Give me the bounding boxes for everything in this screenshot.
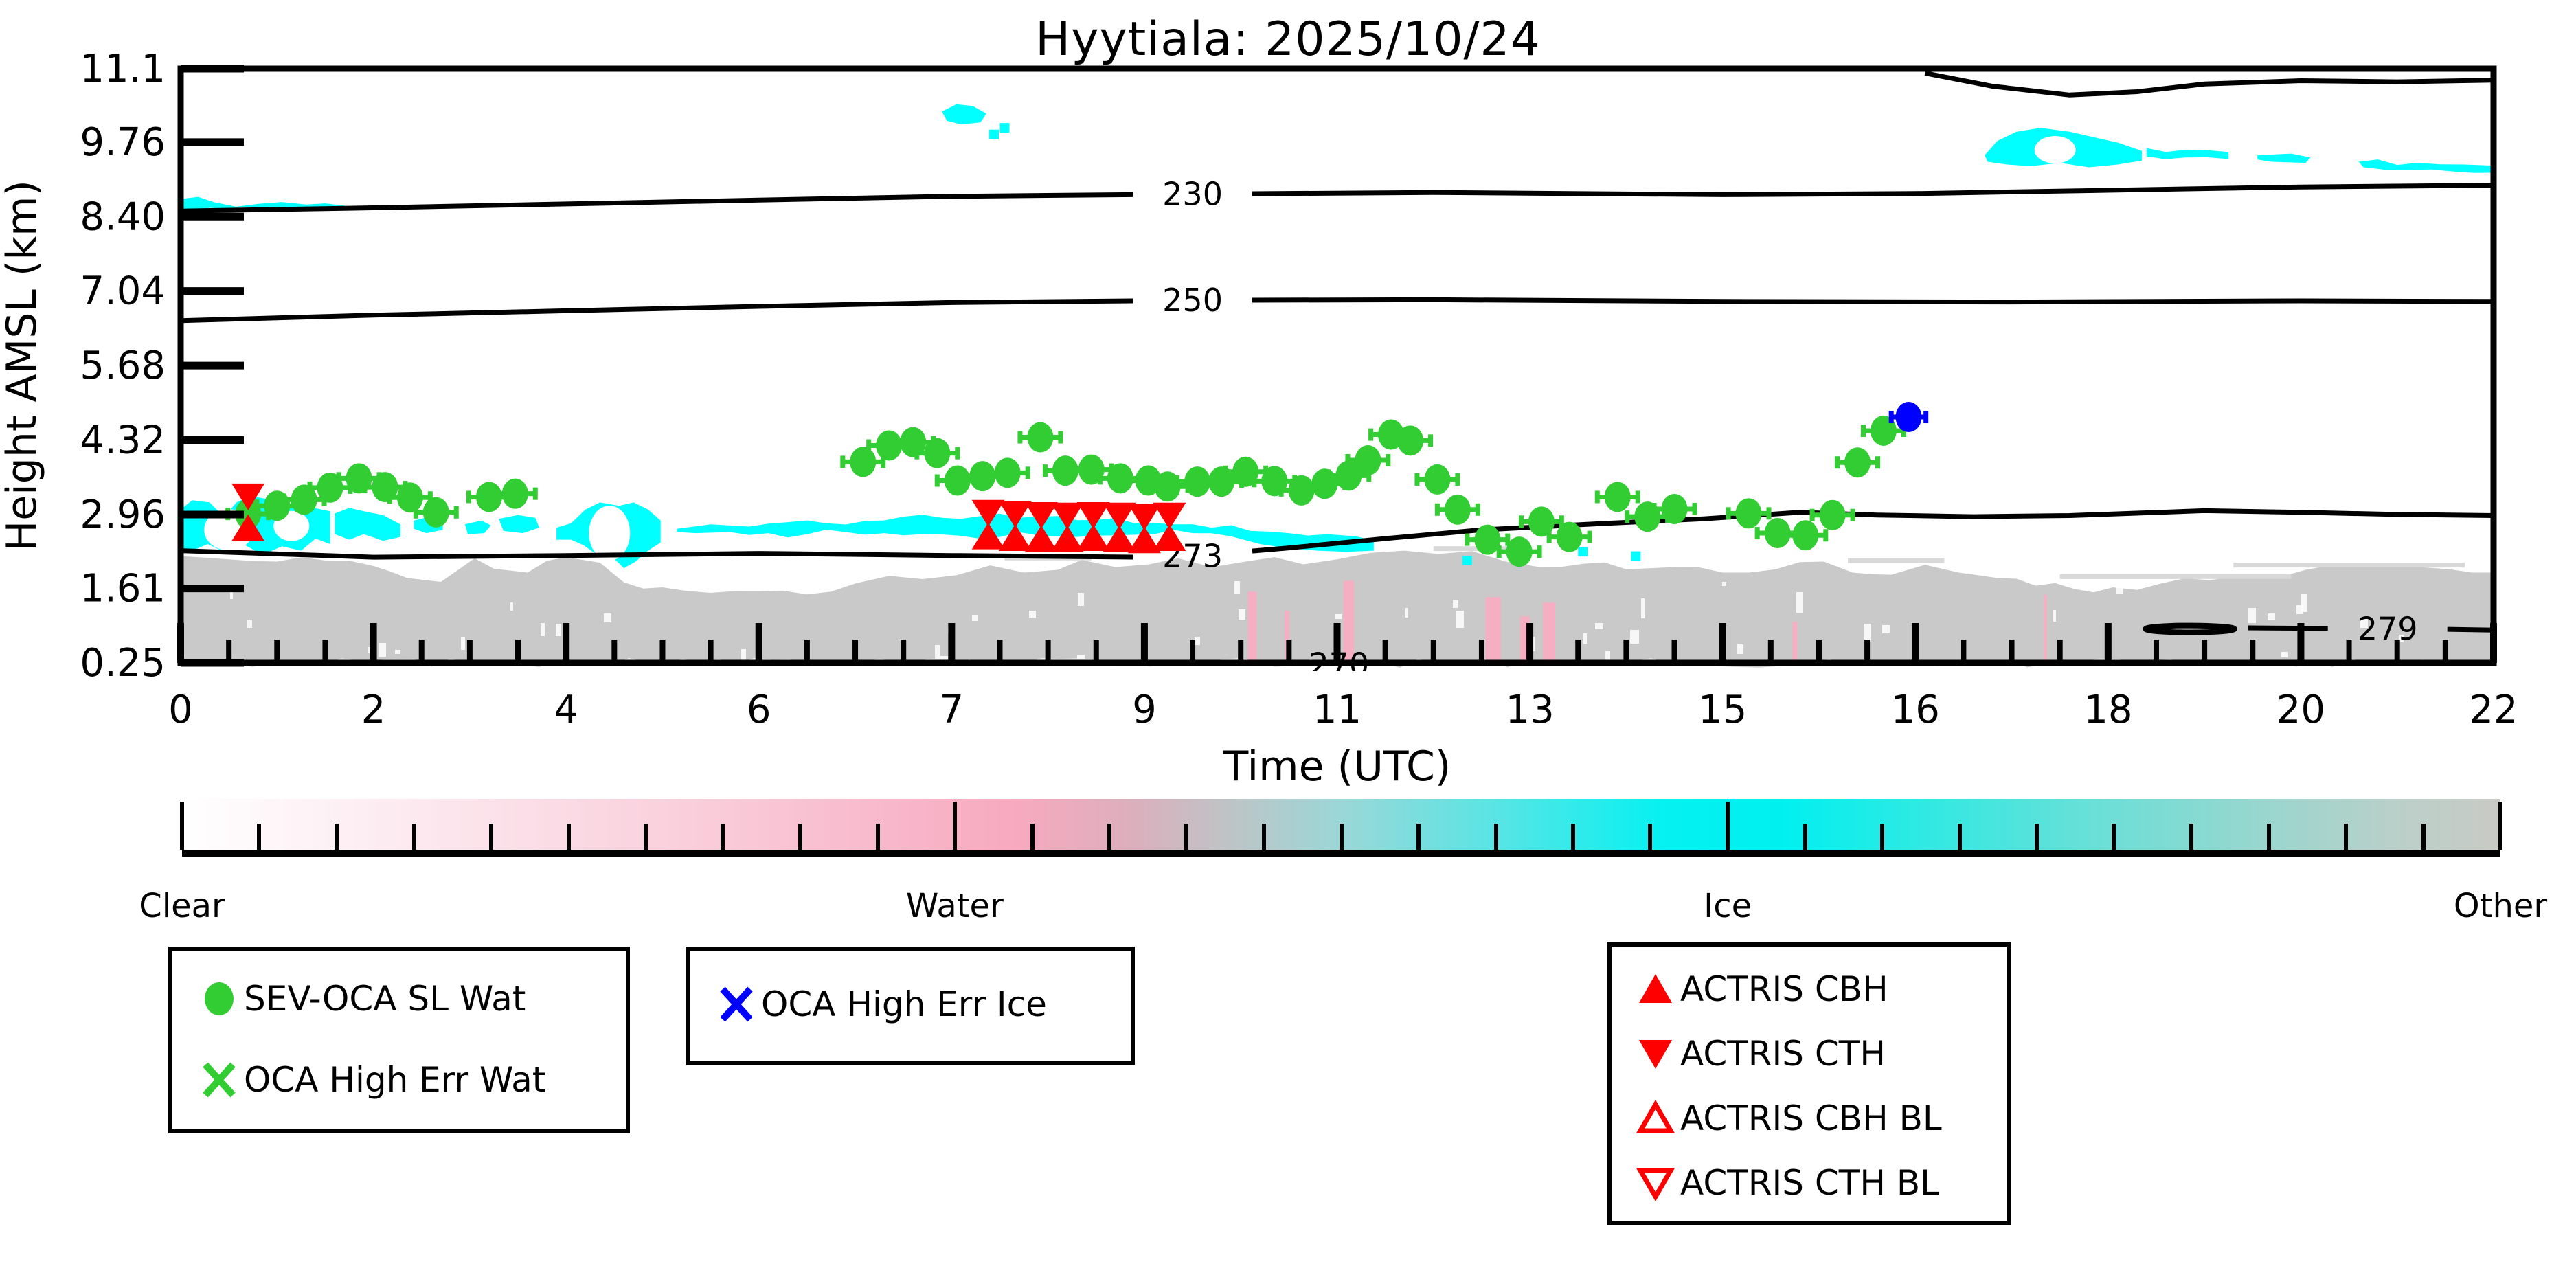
classification-colorbar: Clear Water Ice Other (139, 799, 2547, 925)
svg-text:9: 9 (1132, 688, 1157, 732)
legend-item-label: ACTRIS CTH BL (1680, 1163, 1940, 1203)
colorbar-tick (1726, 802, 1730, 850)
colorbar-tick (721, 824, 725, 850)
colorbar-label-water: Water (905, 887, 1004, 925)
svg-text:6: 6 (747, 688, 771, 732)
colorbar-tick (2035, 824, 2039, 850)
colorbar-label-ice: Ice (1704, 887, 1752, 925)
red-triangle-down-icon (1639, 1040, 1672, 1069)
svg-text:20: 20 (2276, 688, 2325, 732)
colorbar-tick (1571, 824, 1575, 850)
colorbar-tick (875, 824, 880, 850)
legend-actris-markers: ACTRIS CBH ACTRIS CTH ACTRIS CBH BL ACTR… (1607, 942, 2011, 1225)
colorbar-tick (1107, 824, 1111, 850)
colorbar-tick (566, 824, 571, 850)
colorbar-tick (488, 824, 493, 850)
colorbar-tick (952, 802, 957, 850)
svg-text:13: 13 (1505, 688, 1554, 732)
colorbar-tick (644, 824, 648, 850)
colorbar-tick (1416, 824, 1421, 850)
colorbar-tick (180, 802, 184, 850)
svg-text:0.25: 0.25 (80, 641, 166, 686)
svg-text:15: 15 (1698, 688, 1747, 732)
legend-item-label: ACTRIS CBH (1680, 969, 1888, 1009)
colorbar-tick (1803, 824, 1807, 850)
y-axis-label: Height AMSL (km) (0, 180, 46, 552)
colorbar-tick (1879, 824, 1884, 850)
svg-text:4.32: 4.32 (80, 418, 166, 463)
svg-text:22: 22 (2469, 688, 2518, 732)
colorbar-tick (2189, 824, 2193, 850)
red-triangle-up-icon (1639, 974, 1672, 1003)
svg-text:2.96: 2.96 (80, 493, 166, 537)
colorbar-tick (1339, 824, 1344, 850)
svg-text:5.68: 5.68 (80, 343, 166, 388)
colorbar-tick (2498, 802, 2502, 850)
page-title: Hyytiala: 2025/10/24 (1035, 12, 1541, 67)
colorbar-tick (335, 824, 339, 850)
colorbar-tick (2343, 824, 2348, 850)
svg-text:9.76: 9.76 (80, 120, 166, 165)
green-x-icon (203, 1062, 236, 1098)
svg-text:8.40: 8.40 (80, 194, 166, 239)
colorbar-tick (798, 824, 802, 850)
legend-item-label: SEV-OCA SL Wat (244, 979, 526, 1019)
svg-text:11.1: 11.1 (80, 47, 166, 91)
colorbar-baseline (182, 850, 2500, 857)
svg-text:230: 230 (1162, 176, 1223, 213)
colorbar-tick (1957, 824, 1962, 850)
svg-text:18: 18 (2083, 688, 2132, 732)
svg-text:279: 279 (2358, 610, 2418, 647)
colorbar-tick (1184, 824, 1189, 850)
colorbar-label-clear: Clear (139, 887, 225, 925)
legend-item-label: ACTRIS CBH BL (1680, 1098, 1942, 1138)
red-triangle-up-open-icon (1636, 1100, 1675, 1133)
svg-text:2: 2 (361, 688, 386, 732)
colorbar-tick (2266, 824, 2271, 850)
colorbar-tick (2112, 824, 2116, 850)
svg-text:7.04: 7.04 (80, 269, 166, 314)
svg-text:7: 7 (940, 688, 964, 732)
colorbar-tick (1030, 824, 1035, 850)
legend-water-markers: SEV-OCA SL Wat OCA High Err Wat (168, 947, 630, 1133)
svg-text:4: 4 (554, 688, 578, 732)
colorbar-label-other: Other (2453, 887, 2548, 925)
svg-text:1.61: 1.61 (80, 567, 166, 611)
svg-text:11: 11 (1313, 688, 1362, 732)
legend-item-label: ACTRIS CTH (1680, 1034, 1886, 1074)
svg-text:250: 250 (1162, 282, 1223, 319)
colorbar-tick (2421, 824, 2426, 850)
svg-text:0: 0 (168, 688, 193, 732)
colorbar-tick (257, 824, 262, 850)
colorbar-tick (1262, 824, 1266, 850)
svg-text:16: 16 (1891, 688, 1940, 732)
colorbar-tick (411, 824, 416, 850)
colorbar-tick (1648, 824, 1653, 850)
x-axis-label: Time (UTC) (1223, 743, 1451, 791)
legend-item-label: OCA High Err Wat (244, 1060, 546, 1100)
legend-item-label: OCA High Err Ice (761, 984, 1047, 1024)
green-dot-icon (205, 982, 234, 1015)
legend-ice-markers: OCA High Err Ice (686, 947, 1135, 1065)
blue-x-icon (720, 986, 753, 1022)
colorbar-tick (1493, 824, 1498, 850)
red-triangle-down-open-icon (1636, 1168, 1675, 1201)
